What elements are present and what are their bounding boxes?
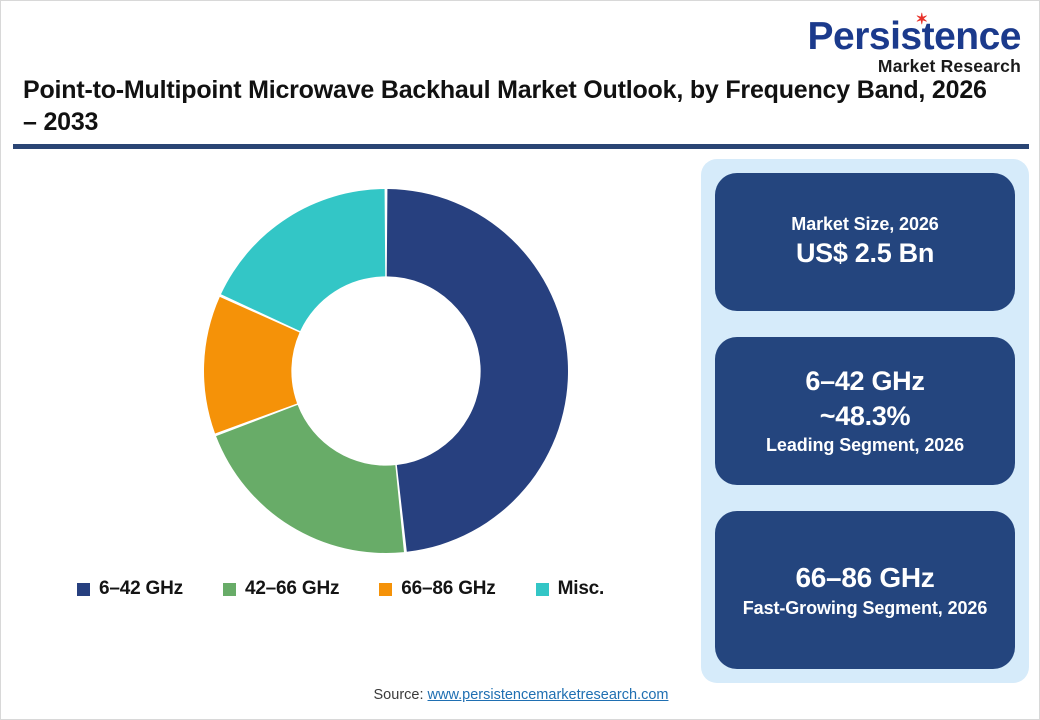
legend-label-66-86-ghz: 66–86 GHz <box>401 578 496 599</box>
legend-label-6-42-ghz: 6–42 GHz <box>99 578 183 599</box>
fast-growing-caption: Fast-Growing Segment, 2026 <box>742 597 988 618</box>
title-divider <box>13 144 1029 149</box>
stats-panel: Market Size, 2026 US$ 2.5 Bn 6–42 GHz ~4… <box>701 159 1029 683</box>
market-size-value: US$ 2.5 Bn <box>795 238 935 269</box>
donut-chart <box>186 171 586 571</box>
legend-label-42-66-ghz: 42–66 GHz <box>244 578 340 599</box>
stat-card-fast-growing-segment: 66–86 GHz Fast-Growing Segment, 2026 <box>715 511 1015 669</box>
donut-slice-group <box>203 189 569 553</box>
leading-segment-caption: Leading Segment, 2026 <box>766 435 964 456</box>
legend-label-misc: Misc. <box>557 578 605 599</box>
donut-slice-misc[interactable] <box>220 189 386 332</box>
asterisk-icon: ✶ <box>915 11 929 28</box>
source-link[interactable]: www.persistencemarketresearch.com <box>427 687 669 703</box>
source-footer: Source: www.persistencemarketresearch.co… <box>1 687 1039 703</box>
source-prefix-label: Source: <box>373 687 428 703</box>
market-size-caption: Market Size, 2026 <box>791 213 939 234</box>
page-title: Point-to-Multipoint Microwave Backhaul M… <box>23 76 987 136</box>
legend-swatch-6-42-ghz <box>77 582 90 596</box>
legend-item-misc[interactable]: Misc. <box>535 578 605 600</box>
legend-item-6-42-ghz[interactable]: 6–42 GHz <box>77 578 183 600</box>
donut-chart-svg <box>203 189 569 553</box>
stat-card-leading-segment: 6–42 GHz ~48.3% Leading Segment, 2026 <box>715 337 1015 485</box>
donut-slice-6-42-ghz[interactable] <box>386 189 569 552</box>
chart-legend: 6–42 GHz 42–66 GHz 66–86 GHz Misc. <box>77 578 677 600</box>
legend-swatch-66-86-ghz <box>379 582 393 596</box>
stat-card-market-size: Market Size, 2026 US$ 2.5 Bn <box>715 173 1015 311</box>
brand-tagline: Market Research <box>877 56 1021 76</box>
fast-growing-band: 66–86 GHz <box>795 562 935 594</box>
legend-swatch-42-66-ghz <box>222 582 236 596</box>
leading-segment-share: ~48.3% <box>819 401 911 432</box>
brand-name: Persistence ✶ <box>807 11 1022 58</box>
legend-item-66-86-ghz[interactable]: 66–86 GHz <box>379 578 496 600</box>
legend-item-42-66-ghz[interactable]: 42–66 GHz <box>222 578 340 600</box>
leading-segment-band: 6–42 GHz <box>805 366 925 397</box>
brand-name-text: Persistence <box>807 15 1022 58</box>
donut-slice-42-66-ghz[interactable] <box>216 404 404 553</box>
brand-logo: Persistence ✶ Market Research <box>789 11 1022 76</box>
donut-slice-66-86-ghz[interactable] <box>203 296 300 434</box>
legend-swatch-misc <box>535 582 549 596</box>
donut-chart-area: 6–42 GHz 42–66 GHz 66–86 GHz Misc. <box>15 153 691 653</box>
